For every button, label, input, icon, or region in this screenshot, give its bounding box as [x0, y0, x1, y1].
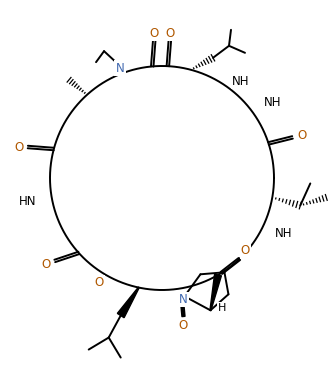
Text: NH: NH: [264, 95, 281, 108]
Text: NH: NH: [275, 227, 293, 240]
Text: HN: HN: [19, 195, 36, 208]
Polygon shape: [117, 287, 139, 318]
Text: O: O: [179, 319, 188, 332]
Polygon shape: [210, 274, 221, 310]
Text: N: N: [116, 62, 125, 75]
Text: O: O: [150, 27, 159, 40]
Text: O: O: [95, 276, 104, 289]
Text: O: O: [14, 141, 23, 153]
Text: O: O: [297, 129, 306, 142]
Text: O: O: [41, 258, 50, 272]
Text: NH: NH: [232, 74, 249, 88]
Text: O: O: [165, 27, 174, 40]
Text: H: H: [218, 303, 227, 313]
Text: N: N: [179, 293, 188, 306]
Text: O: O: [241, 245, 250, 257]
